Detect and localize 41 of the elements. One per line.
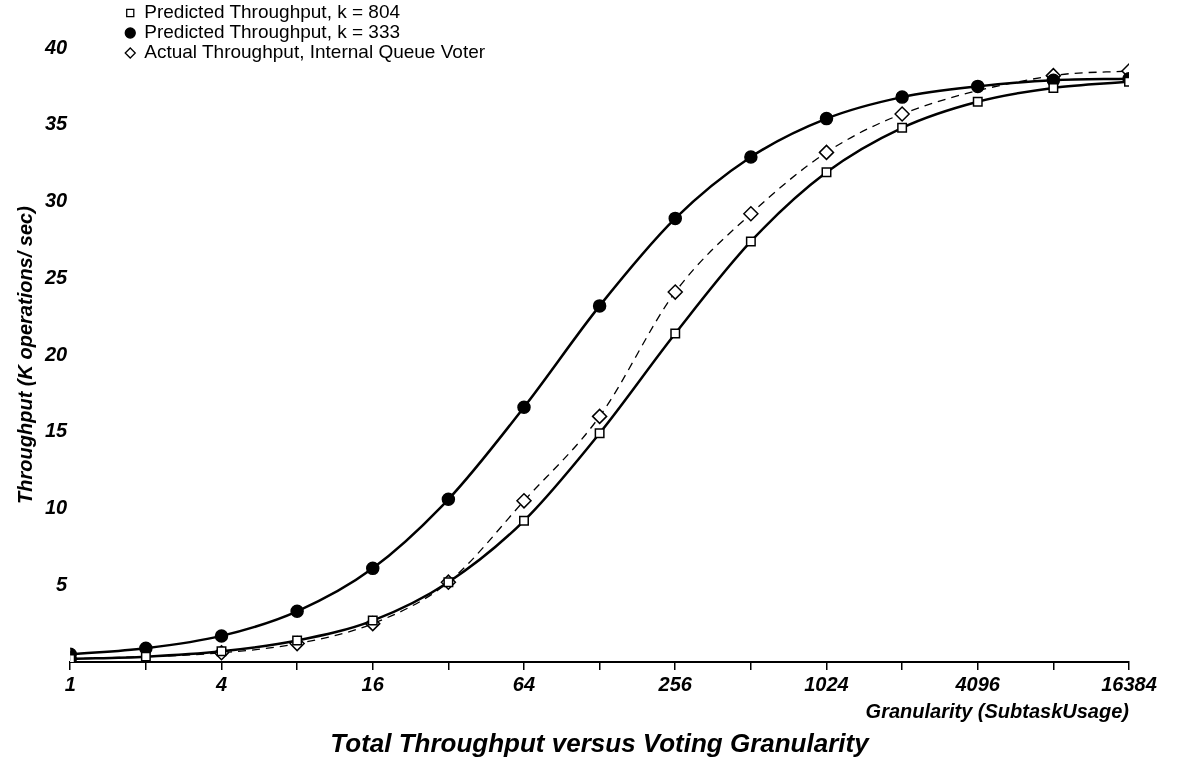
x-axis-title: Granularity (SubtaskUsage): [865, 700, 1129, 723]
point: [971, 79, 985, 94]
point: [897, 122, 908, 133]
point: [668, 211, 682, 226]
y-tick-label: 5: [56, 572, 69, 595]
x-tick-label: 4096: [954, 672, 1001, 695]
y-tick-label: 25: [44, 265, 69, 288]
point: [594, 428, 605, 439]
y-tick-label: 15: [45, 419, 69, 442]
point: [895, 90, 909, 104]
point: [670, 328, 681, 339]
x-tick-label: 16: [361, 672, 385, 695]
point: [592, 299, 607, 313]
point: [821, 167, 832, 178]
y-tick-label: 20: [44, 342, 68, 365]
point: [744, 150, 758, 164]
text: Total Throughput versus Voting Granularity: [329, 728, 871, 759]
y-tick-label: 10: [45, 496, 68, 519]
x-tick-label: 16384: [1101, 672, 1157, 695]
point: [819, 111, 834, 126]
x-tick-label: 64: [512, 672, 536, 695]
point: [745, 236, 756, 247]
legend-label: Actual Throughput, Internal Queue Voter: [144, 41, 486, 63]
y-tick-label: 40: [44, 35, 68, 58]
x-tick-label: 4: [214, 672, 228, 695]
y-tick-label: 35: [45, 112, 69, 135]
y-tick-label: 30: [45, 189, 68, 212]
point: [214, 629, 229, 643]
y-axis-title: Throughput (K operations/ sec): [13, 205, 36, 504]
point: [290, 604, 304, 619]
point: [366, 561, 380, 576]
x-tick-label: 1: [64, 672, 76, 695]
point: [517, 400, 531, 414]
point: [519, 515, 529, 526]
legend-label: Predicted Throughput, k = 333: [144, 21, 401, 43]
point: [441, 492, 456, 507]
x-tick-label: 256: [657, 672, 693, 695]
point: [140, 651, 151, 662]
legend-label: Predicted Throughput, k = 804: [144, 1, 401, 23]
x-tick-label: 1024: [804, 672, 849, 695]
point: [972, 96, 983, 107]
